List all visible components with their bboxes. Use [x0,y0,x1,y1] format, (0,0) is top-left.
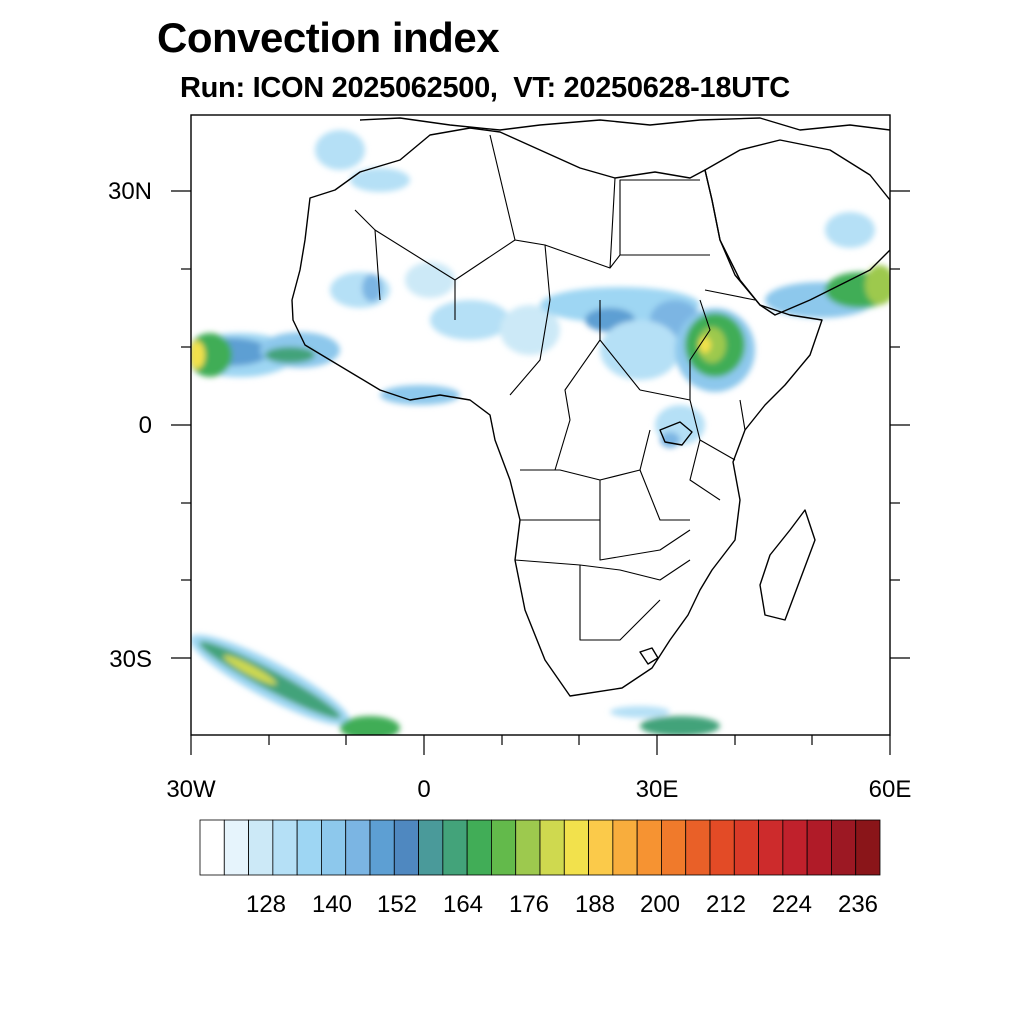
colorbar-box [466,819,492,876]
colorbar-box [782,819,808,876]
colorbar-box [612,819,638,876]
lat-tick-label: 30N [108,178,152,205]
madagascar-coastline [759,509,816,621]
lon-tick-label: 60E [869,776,912,803]
lon-tick-labels: 30W 0 30E 60E [166,776,911,803]
colorbar-box [758,819,784,876]
colorbar-box [709,819,735,876]
colorbar-labels: 128 140 152 164 176 188 200 212 224 236 [246,891,878,918]
chart-subtitle: Run: ICON 2025062500, VT: 20250628-18UTC [180,72,790,104]
colorbar-box [733,819,759,876]
arabia-coastline [704,139,890,316]
colorbar-box [831,819,857,876]
colorbar-box [223,819,249,876]
colorbar-box [321,819,347,876]
colorbar-box [539,819,565,876]
plot-frame [190,114,891,736]
colorbar-label: 164 [443,891,483,918]
colorbar-label: 188 [575,891,615,918]
lesotho [639,647,659,665]
colorbar-box [515,819,541,876]
colorbar-label: 128 [246,891,286,918]
colorbar-box [272,819,298,876]
colorbar-box [369,819,395,876]
axis-ticks [171,190,910,755]
colorbar-box [491,819,517,876]
colorbar-label: 224 [772,891,812,918]
lat-tick-label: 30S [109,646,152,673]
africa-coastline [291,127,823,697]
colorbar-box [636,819,662,876]
colorbar-box [345,819,371,876]
colorbar-box [393,819,419,876]
colorbar-box [563,819,589,876]
lat-tick-labels: 30N 0 30S [108,178,152,673]
lon-tick-label: 30E [636,776,679,803]
colorbar-box [588,819,614,876]
colorbar-box [685,819,711,876]
colorbar-label: 176 [509,891,549,918]
colorbar-box [855,819,881,876]
coastlines [291,117,890,697]
convection-field [191,130,890,735]
colorbar-label: 212 [706,891,746,918]
lon-tick-label: 30W [166,776,216,803]
colorbar-box [806,819,832,876]
colorbar-label: 200 [640,891,680,918]
colorbar-box [442,819,468,876]
lake-victoria [659,421,693,446]
colorbar-box [661,819,687,876]
colorbar-label: 140 [312,891,352,918]
colorbar-box [248,819,274,876]
colorbar-label: 236 [838,891,878,918]
lat-tick-label: 0 [139,412,152,439]
colorbar-box [199,819,225,876]
colorbar-label: 152 [377,891,417,918]
europe-coast [359,117,890,131]
colorbar-box [296,819,322,876]
lon-tick-label: 0 [417,776,430,803]
colorbar [199,819,881,876]
chart-title: Convection index [157,14,500,61]
colorbar-box [418,819,444,876]
country-borders [354,134,756,641]
